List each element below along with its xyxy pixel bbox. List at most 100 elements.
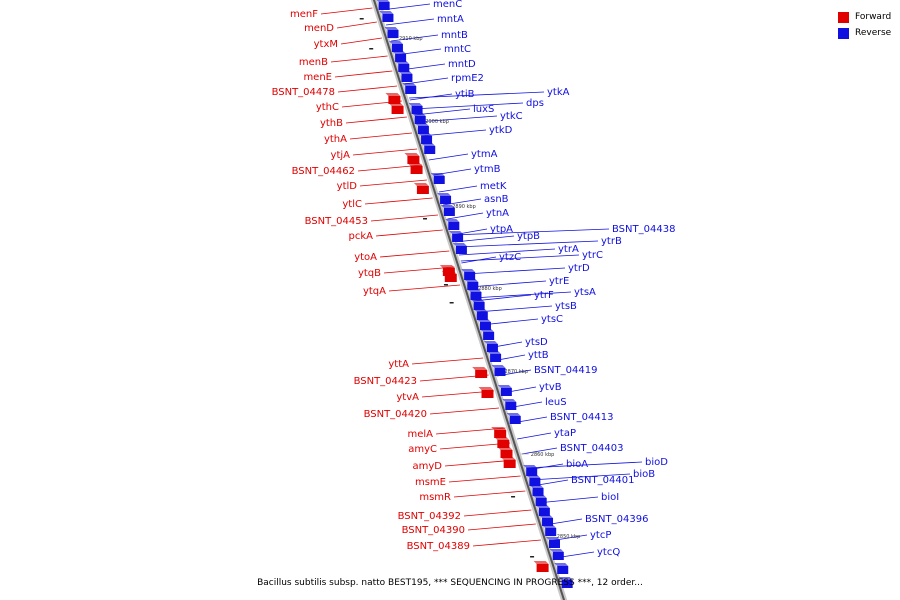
forward-label-connector xyxy=(370,214,439,222)
gene-label-bsnt-04392: BSNT_04392 xyxy=(398,511,461,522)
gene-label-ytzc: ytzC xyxy=(499,252,521,263)
gene-label-dps: dps xyxy=(526,98,544,109)
gene-label-ytma: ytmA xyxy=(471,149,498,160)
gene-label-yttb: yttB xyxy=(528,350,549,361)
reverse-label-connector xyxy=(428,153,469,161)
forward-label-connector xyxy=(352,148,418,156)
reverse-gene-feature xyxy=(542,525,557,536)
gene-label-bioi: bioI xyxy=(601,492,619,503)
gene-label-mntc: mntC xyxy=(444,44,471,55)
reverse-label-connector xyxy=(412,102,524,110)
reverse-gene-feature xyxy=(470,299,485,310)
scale-label: 2850 kbp xyxy=(557,534,581,540)
scale-label: 2900 kbp xyxy=(425,119,449,125)
small-feature-mark xyxy=(449,302,454,304)
gene-label-leus: leuS xyxy=(545,397,567,408)
reverse-label-connector xyxy=(473,294,532,302)
gene-label-biob: bioB xyxy=(633,469,655,480)
small-feature-mark xyxy=(443,284,448,286)
reverse-gene-feature xyxy=(418,133,433,144)
reverse-gene-feature xyxy=(464,279,479,290)
forward-gene-feature xyxy=(385,93,401,104)
reverse-label-connector xyxy=(385,18,435,26)
forward-label-connector xyxy=(463,509,532,517)
forward-gene-feature xyxy=(413,183,429,194)
reverse-label-connector xyxy=(458,248,556,256)
scale-label: 2870 kbp xyxy=(504,369,528,375)
reverse-label-connector xyxy=(464,267,566,275)
gene-label-pcka: pckA xyxy=(349,231,374,242)
gene-label-ytva: ytvA xyxy=(396,392,419,403)
gene-label-ytlc: ytlC xyxy=(342,199,362,210)
forward-gene-feature xyxy=(472,367,488,378)
forward-label-connector xyxy=(320,7,373,15)
genome-axis xyxy=(372,0,566,600)
gene-label-mntd: mntD xyxy=(448,59,476,70)
forward-label-connector xyxy=(472,539,541,547)
gene-label-mend: menD xyxy=(304,23,334,34)
gene-label-bsnt-04423: BSNT_04423 xyxy=(354,376,417,387)
gene-label-bsnt-04438: BSNT_04438 xyxy=(612,224,675,235)
gene-label-ythc: ythC xyxy=(316,102,339,113)
forward-gene-feature xyxy=(478,387,494,398)
gene-label-ytsa: ytsA xyxy=(574,287,596,298)
gene-label-ytra: ytrA xyxy=(558,244,579,255)
gene-label-mnta: mntA xyxy=(437,14,464,25)
small-feature-mark xyxy=(511,496,516,498)
reverse-gene-feature xyxy=(491,365,506,376)
gene-label-ytre: ytrE xyxy=(549,276,569,287)
forward-gene-feature xyxy=(388,103,404,114)
reverse-gene-feature xyxy=(379,11,394,22)
gene-label-amyd: amyD xyxy=(413,461,443,472)
gene-label-menc: menC xyxy=(433,0,462,10)
small-feature-mark xyxy=(530,556,535,558)
reverse-gene-feature xyxy=(408,103,423,114)
reverse-label-connector xyxy=(530,473,631,481)
gene-label-ytkd: ytkD xyxy=(489,125,513,136)
gene-label-bsnt-04419: BSNT_04419 xyxy=(534,365,597,376)
gene-label-bsnt-04403: BSNT_04403 xyxy=(560,443,623,454)
forward-gene-feature xyxy=(404,153,420,164)
gene-label-ytxm: ytxM xyxy=(314,39,338,50)
forward-gene-feature xyxy=(500,457,516,468)
legend-reverse: Reverse xyxy=(838,25,891,41)
reverse-label-connector xyxy=(421,129,487,137)
reverse-gene-feature xyxy=(445,219,460,230)
reverse-gene-feature xyxy=(506,413,521,424)
reverse-label-connector xyxy=(521,447,558,455)
reverse-gene-feature xyxy=(376,0,390,10)
forward-label-connector xyxy=(375,229,443,237)
forward-gene-feature xyxy=(491,427,507,438)
forward-label-connector xyxy=(467,523,536,531)
forward-label-connector xyxy=(337,85,398,93)
gene-label-ytsb: ytsB xyxy=(555,301,577,312)
gene-label-ytcp: ytcP xyxy=(590,530,611,541)
reverse-label-connector xyxy=(472,291,572,299)
scale-label: 2890 kbp xyxy=(452,204,476,210)
gene-label-ytqb: ytqB xyxy=(358,268,381,279)
forward-label-connector xyxy=(364,197,433,205)
gene-label-bsnt-04462: BSNT_04462 xyxy=(292,166,355,177)
forward-label-connector xyxy=(330,55,388,63)
reverse-gene-feature xyxy=(395,61,410,72)
map-caption: Bacillus subtilis subsp. natto BEST195, … xyxy=(257,578,643,588)
reverse-gene-feature xyxy=(473,309,488,320)
reverse-gene-feature xyxy=(546,537,560,548)
gene-label-amyc: amyC xyxy=(408,444,437,455)
reverse-gene-feature xyxy=(526,475,541,486)
forward-label-connector xyxy=(453,490,526,498)
legend-reverse-label: Reverse xyxy=(855,28,892,38)
forward-label-connector xyxy=(429,407,500,415)
gene-label-ytoa: ytoA xyxy=(354,252,377,263)
reverse-gene-feature xyxy=(411,113,426,124)
gene-label-menf: menF xyxy=(290,9,318,20)
reverse-gene-feature xyxy=(529,485,544,496)
gene-label-ytsd: ytsD xyxy=(525,337,548,348)
reverse-gene-feature xyxy=(549,549,564,560)
reverse-label-connector xyxy=(414,108,471,116)
reverse-gene-feature xyxy=(392,51,407,62)
reverse-gene-feature xyxy=(483,341,498,352)
reverse-gene-feature xyxy=(502,399,517,410)
reverse-gene-feature xyxy=(523,465,538,476)
forward-label-connector xyxy=(448,475,521,483)
